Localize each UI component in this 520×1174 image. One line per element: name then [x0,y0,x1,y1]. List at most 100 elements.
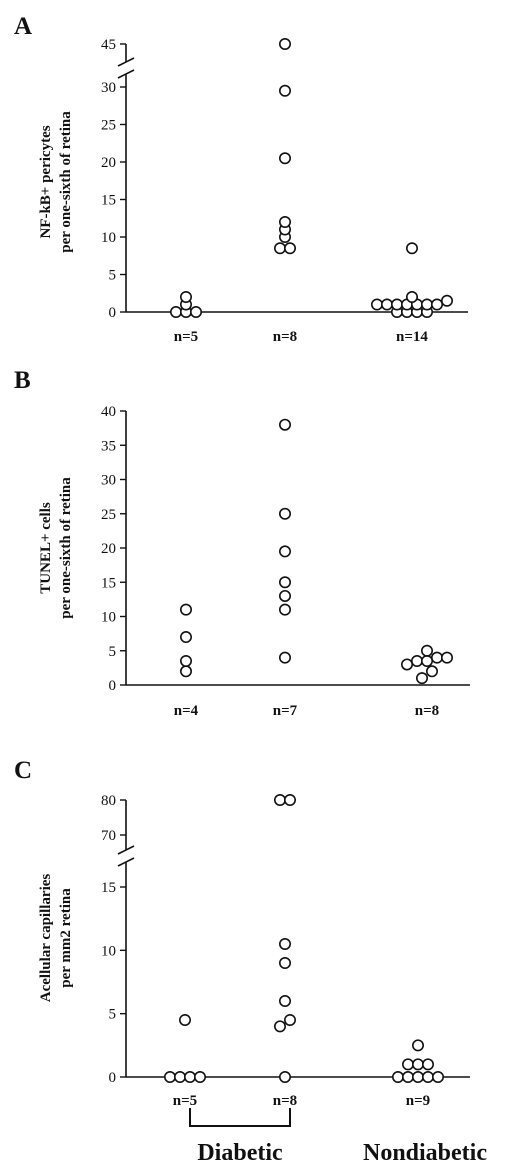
data-point [400,658,413,671]
axis-break-mark [117,69,135,79]
data-point [179,1013,192,1026]
category-label: n=8 [273,329,297,345]
data-point [440,294,453,307]
y-tick-label: 20 [101,541,116,557]
data-point [430,298,443,311]
data-point [283,1013,296,1026]
data-point [273,242,286,255]
data-point [278,576,291,589]
y-tick-label: 15 [101,880,116,896]
data-point [278,956,291,969]
y-axis-label: NF-kB+ pericytes per one-sixth of retina [38,111,74,253]
data-point [283,793,296,806]
data-point [420,655,433,668]
category-label: n=5 [174,329,198,345]
y-tick-label: 10 [101,610,116,626]
y-axis-label: TUNEL+ cells per one-sixth of retina [38,477,74,619]
nondiabetic-label: Nondiabetic [363,1140,487,1166]
category-label: n=5 [173,1093,197,1109]
category-label: n=9 [406,1093,430,1109]
group-labels: Diabetic Nondiabetic [189,1108,487,1166]
data-point [278,216,291,229]
data-point [430,651,443,664]
y-tick-label: 0 [109,305,117,321]
data-point [420,298,433,311]
data-point [278,545,291,558]
category-label: n=8 [415,703,439,719]
y-tick-label: 70 [101,828,116,844]
y-tick-label: 10 [101,943,116,959]
data-point [170,305,183,318]
y-tick-label: 25 [101,118,116,134]
y-tick-label: 40 [101,404,116,420]
data-point [401,1058,414,1071]
y-tick-label: 0 [109,678,117,694]
y-tick-label: 15 [101,193,116,209]
y-axis-label: Acellular capillaries per mm2 retina [38,874,74,1003]
data-point [278,37,291,50]
diabetic-label: Diabetic [197,1140,283,1166]
category-label: n=8 [273,1093,297,1109]
y-tick-label: 30 [101,473,116,489]
data-point [190,305,203,318]
data-point [405,242,418,255]
data-point [425,665,438,678]
data-point [278,651,291,664]
data-point [174,1071,187,1084]
data-point [390,298,403,311]
data-point [278,1071,291,1084]
data-point [410,655,423,668]
y-tick-label: 30 [101,80,116,96]
data-point [180,665,193,678]
axis-break-mark [117,857,135,867]
data-point [411,1058,424,1071]
data-point [194,1071,207,1084]
data-point [415,672,428,685]
y-tick-label: 20 [101,155,116,171]
panel-letter: A [14,13,32,40]
data-point [411,1071,424,1084]
data-point [164,1071,177,1084]
category-label: n=7 [273,703,298,719]
panel-a: A 0 5 10 15 20 25 30 45 NF-kB+ pericytes per one-s… [14,13,468,345]
data-point [278,84,291,97]
y-tick-label: 10 [101,230,116,246]
data-point [180,290,193,303]
data-point [431,1071,444,1084]
y-tick-label: 0 [109,1070,117,1086]
diabetic-bracket [189,1108,291,1127]
y-tick-label: 25 [101,507,116,523]
y-tick-label: 80 [101,793,116,809]
panel-letter: B [14,367,31,394]
data-point [420,644,433,657]
y-tick-label: 35 [101,438,116,454]
data-point [421,1071,434,1084]
data-point [370,298,383,311]
data-point [401,1071,414,1084]
data-point [278,418,291,431]
data-point [411,1039,424,1052]
data-point [180,631,193,644]
data-point [391,1071,404,1084]
data-point [278,994,291,1007]
data-point [184,1071,197,1084]
data-point [273,1020,286,1033]
y-tick-label: 5 [109,644,117,660]
data-point [380,298,393,311]
y-tick-label: 45 [101,37,116,53]
data-point [405,290,418,303]
data-point [421,1058,434,1071]
data-point [273,793,286,806]
axis-break-mark [117,845,135,855]
data-point [180,655,193,668]
axis-break-mark [117,57,135,67]
data-point [440,651,453,664]
panel-letter: C [14,757,32,784]
data-point [278,152,291,165]
data-point [278,603,291,616]
y-tick-label: 5 [109,268,117,284]
y-tick-label: 15 [101,575,116,591]
y-tick-label: 5 [109,1007,117,1023]
data-point [278,937,291,950]
